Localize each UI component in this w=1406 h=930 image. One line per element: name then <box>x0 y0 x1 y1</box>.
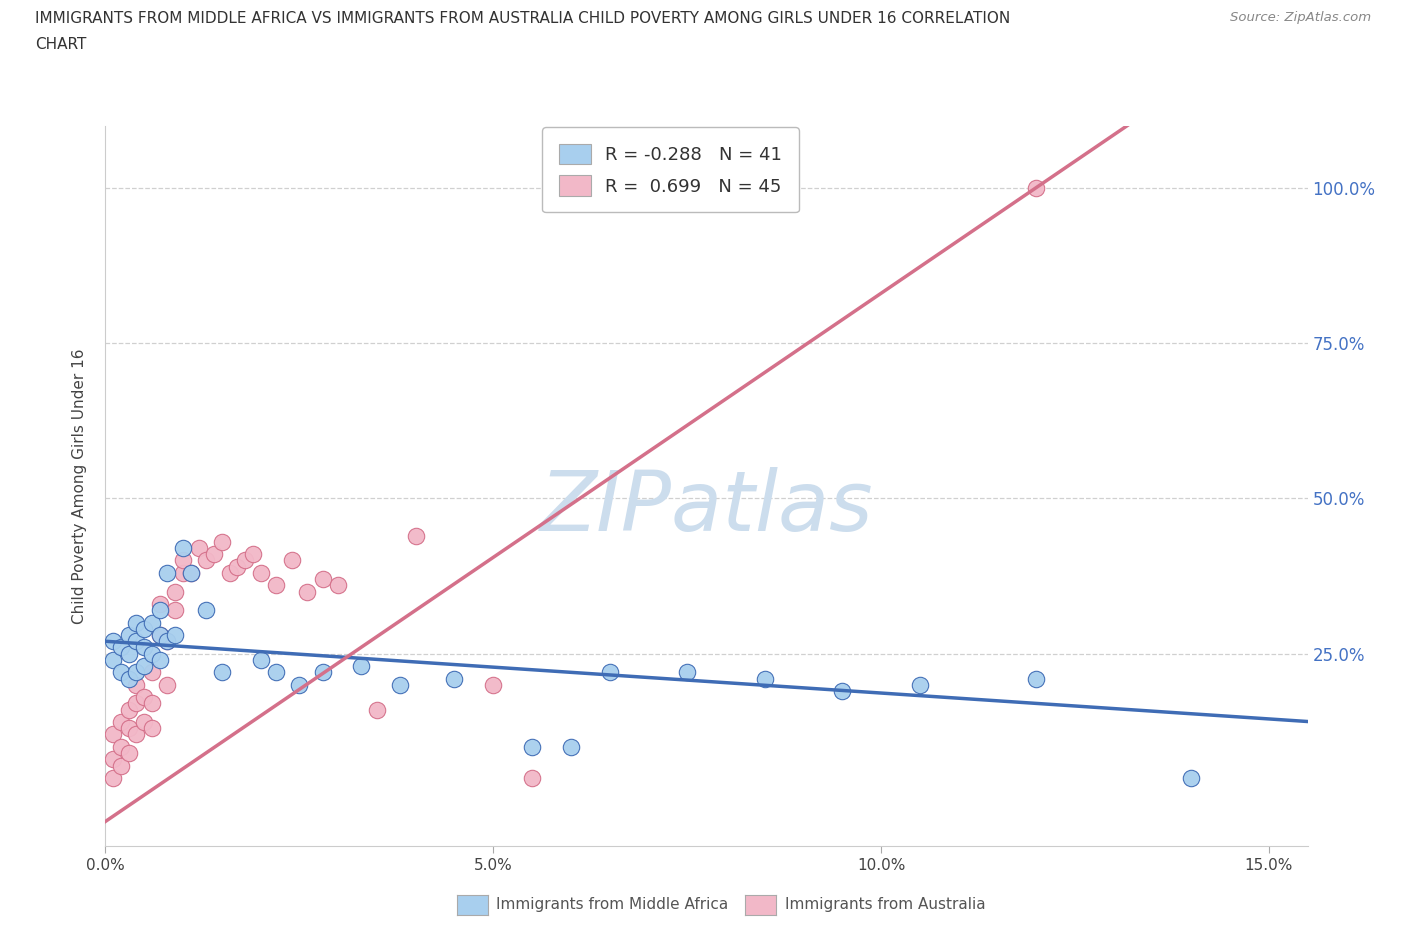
Y-axis label: Child Poverty Among Girls Under 16: Child Poverty Among Girls Under 16 <box>72 348 87 624</box>
Point <box>110 665 132 680</box>
Point <box>288 677 311 692</box>
Text: ZIPatlas: ZIPatlas <box>540 467 873 548</box>
Point <box>264 665 287 680</box>
Point <box>1025 671 1047 686</box>
Point <box>118 746 141 761</box>
Point <box>233 553 256 568</box>
Point <box>676 665 699 680</box>
Point <box>110 739 132 754</box>
Point <box>280 553 302 568</box>
Point <box>156 634 179 649</box>
Text: Immigrants from Australia: Immigrants from Australia <box>785 897 986 912</box>
Point <box>141 615 163 630</box>
Point <box>226 559 249 574</box>
Point <box>295 584 318 599</box>
Point <box>118 721 141 736</box>
Point <box>103 653 125 668</box>
Point <box>242 547 264 562</box>
Point <box>156 677 179 692</box>
Point <box>125 634 148 649</box>
Point <box>326 578 349 592</box>
Point <box>125 696 148 711</box>
Point <box>149 628 172 643</box>
Point <box>134 714 156 729</box>
Point <box>908 677 931 692</box>
Point <box>218 565 240 580</box>
Point <box>172 553 194 568</box>
Point <box>172 565 194 580</box>
Point <box>560 739 582 754</box>
Point <box>187 540 209 555</box>
Point <box>211 535 233 550</box>
Point <box>366 702 388 717</box>
Text: Immigrants from Middle Africa: Immigrants from Middle Africa <box>496 897 728 912</box>
Point <box>443 671 465 686</box>
Point <box>125 665 148 680</box>
Point <box>141 646 163 661</box>
Point <box>165 603 187 618</box>
Point <box>172 540 194 555</box>
Point <box>482 677 505 692</box>
Point <box>211 665 233 680</box>
Point <box>311 665 333 680</box>
Point <box>118 628 141 643</box>
Point <box>156 565 179 580</box>
Point <box>110 714 132 729</box>
Point <box>118 671 141 686</box>
Point <box>180 565 202 580</box>
Point <box>110 758 132 773</box>
Point <box>134 658 156 673</box>
Point <box>118 702 141 717</box>
Point <box>103 634 125 649</box>
Point <box>831 684 853 698</box>
Point <box>202 547 225 562</box>
Point <box>405 528 427 543</box>
Point <box>1180 771 1202 786</box>
Point <box>134 640 156 655</box>
Point <box>141 665 163 680</box>
Text: CHART: CHART <box>35 37 87 52</box>
Point <box>141 696 163 711</box>
Point <box>134 690 156 705</box>
Point <box>110 640 132 655</box>
Point <box>1025 180 1047 195</box>
Point <box>149 653 172 668</box>
Point <box>125 615 148 630</box>
Point <box>103 727 125 742</box>
Point <box>134 621 156 636</box>
Point <box>520 771 543 786</box>
Point <box>165 584 187 599</box>
Point <box>156 634 179 649</box>
Legend: R = -0.288   N = 41, R =  0.699   N = 45: R = -0.288 N = 41, R = 0.699 N = 45 <box>543 127 799 212</box>
Point <box>125 677 148 692</box>
Point <box>754 671 776 686</box>
Point <box>311 572 333 587</box>
Point <box>149 596 172 611</box>
Text: Source: ZipAtlas.com: Source: ZipAtlas.com <box>1230 11 1371 24</box>
Point <box>165 628 187 643</box>
Point <box>249 565 271 580</box>
Point <box>141 721 163 736</box>
Point <box>180 565 202 580</box>
Point <box>118 646 141 661</box>
Point <box>125 727 148 742</box>
Point <box>195 603 218 618</box>
Point <box>520 739 543 754</box>
Point <box>389 677 412 692</box>
Point <box>249 653 271 668</box>
Point <box>264 578 287 592</box>
Point <box>599 665 621 680</box>
Point <box>195 553 218 568</box>
Point <box>350 658 373 673</box>
Point <box>103 751 125 766</box>
Point <box>149 628 172 643</box>
Point <box>149 603 172 618</box>
Text: IMMIGRANTS FROM MIDDLE AFRICA VS IMMIGRANTS FROM AUSTRALIA CHILD POVERTY AMONG G: IMMIGRANTS FROM MIDDLE AFRICA VS IMMIGRA… <box>35 11 1011 26</box>
Point <box>103 771 125 786</box>
